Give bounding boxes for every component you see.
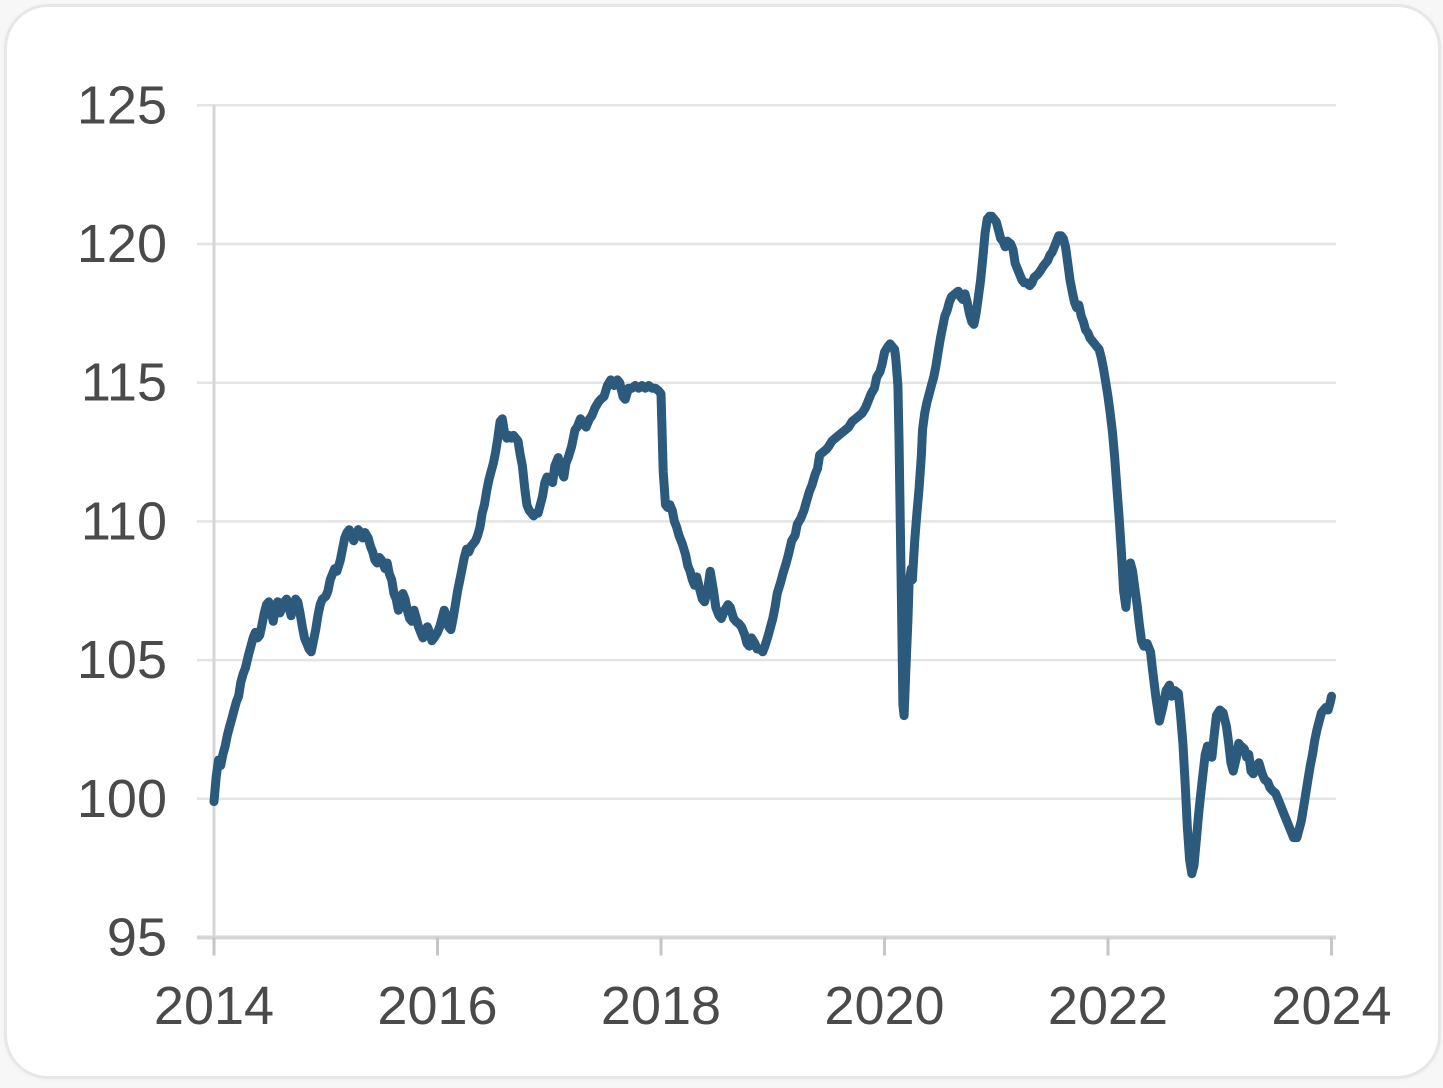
y-tick-label: 120: [77, 214, 167, 274]
y-tick-label: 115: [81, 353, 167, 413]
x-tick-label: 2016: [377, 976, 497, 1036]
x-tick-label: 2014: [154, 976, 274, 1036]
y-tick-label: 105: [77, 630, 167, 690]
chart-card: 2014 2016 2018 2020 2022 2024 95 100 105 110 115 12…: [4, 4, 1441, 1079]
line-chart: 2014 2016 2018 2020 2022 2024 95 100 105 110 115 12…: [77, 75, 1392, 1036]
x-tick-label: 2020: [824, 976, 944, 1036]
y-tick-label: 95: [107, 908, 167, 968]
x-tick-label: 2024: [1271, 976, 1391, 1036]
y-tick-label: 110: [81, 491, 167, 551]
y-tick-label: 100: [77, 769, 167, 829]
data-line-series: [209, 211, 1336, 879]
y-tick-label: 125: [77, 75, 167, 135]
x-tick-label: 2018: [601, 976, 721, 1036]
x-tick-label: 2022: [1048, 976, 1168, 1036]
